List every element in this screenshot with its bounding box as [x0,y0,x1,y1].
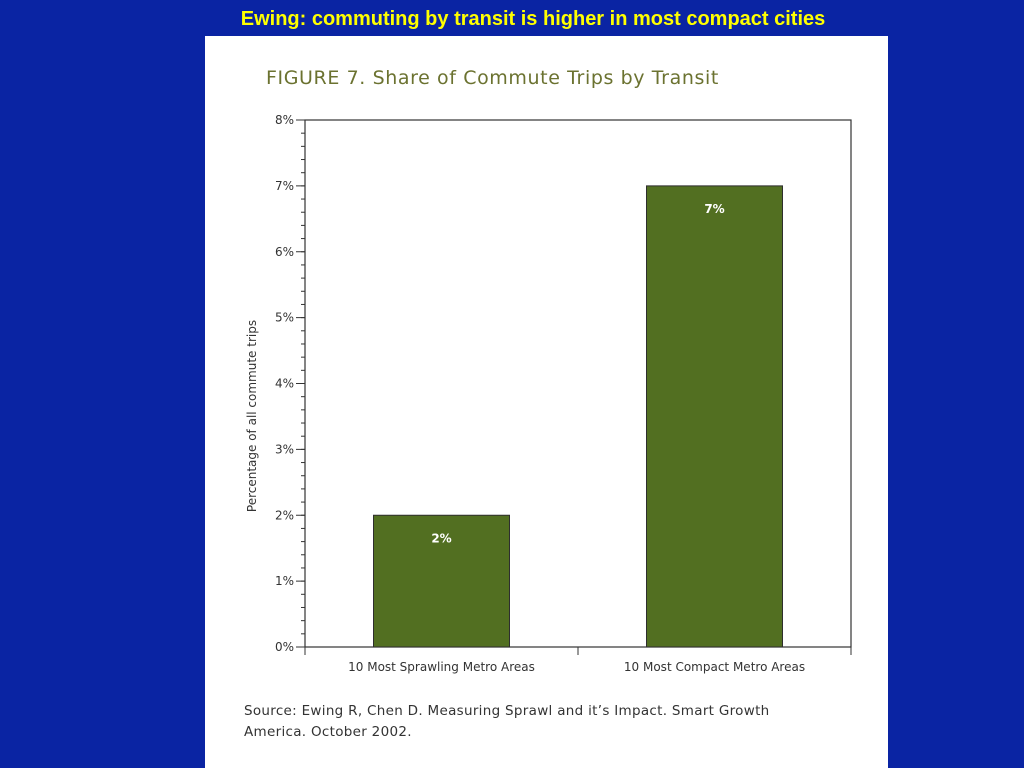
y-tick-label: 6% [275,245,294,259]
x-category-label: 10 Most Compact Metro Areas [624,660,805,674]
y-tick-label: 7% [275,179,294,193]
slide-title: Ewing: commuting by transit is higher in… [240,8,826,30]
y-axis-title: Percentage of all commute trips [245,320,259,512]
source-line-1: Source: Ewing R, Chen D. Measuring Spraw… [244,703,770,719]
y-tick-label: 5% [275,311,294,325]
source-citation: Source: Ewing R, Chen D. Measuring Spraw… [244,701,844,743]
source-line-2: America. October 2002. [244,724,412,740]
y-tick-label: 4% [275,377,294,391]
x-category-label: 10 Most Sprawling Metro Areas [348,660,535,674]
y-tick-label: 2% [275,508,294,522]
bar-chart: FIGURE 7. Share of Commute Trips by Tran… [245,67,852,674]
y-tick-label: 0% [275,640,294,654]
bar-data-label: 2% [431,531,451,545]
y-tick-label: 3% [275,442,294,456]
bar-data-label: 7% [704,202,724,216]
bar [646,185,783,648]
y-tick-label: 8% [275,113,294,127]
chart-title: FIGURE 7. Share of Commute Trips by Tran… [266,67,719,89]
bar [373,514,510,648]
y-tick-label: 1% [275,574,294,588]
figure-panel: FIGURE 7. Share of Commute Trips by Tran… [205,36,888,768]
